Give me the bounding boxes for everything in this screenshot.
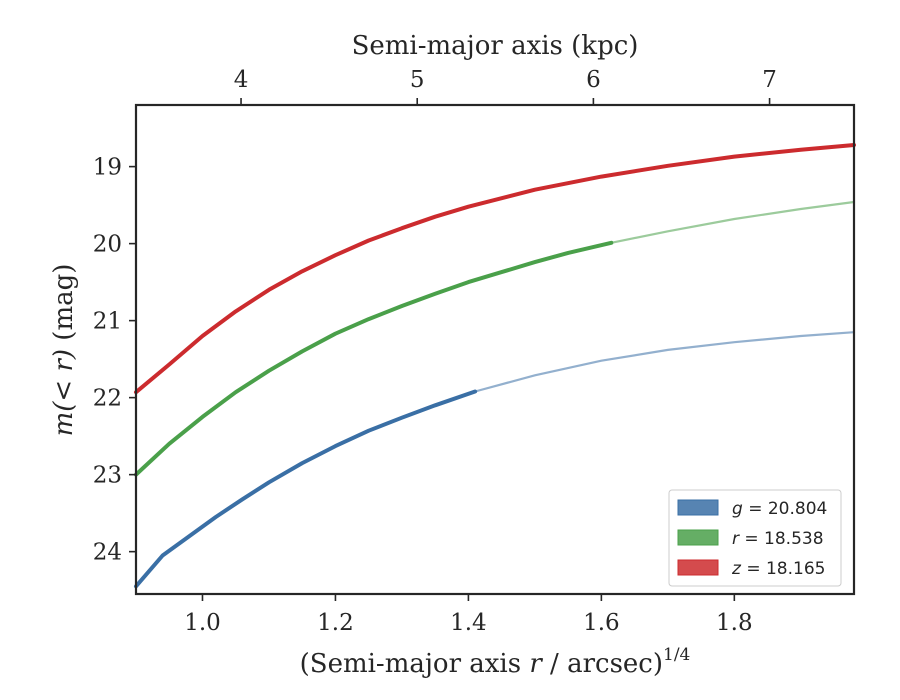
x-axis-title-sup: 1/4 — [663, 645, 690, 665]
x-axis-title: (Semi-major axis r / arcsec)1/4 — [300, 645, 691, 679]
x-axis-title-mid: / arcsec) — [542, 649, 663, 679]
y-axis-title-unit: (mag) — [49, 264, 79, 349]
x-tick-label: 1.2 — [317, 610, 354, 636]
x-axis-title-var: r — [529, 649, 543, 679]
plot-area — [134, 143, 856, 589]
legend-label-g: g = 20.804 — [732, 499, 827, 519]
axis-ticks: 1.0 1.2 1.4 1.6 1.8 19 20 21 22 23 24 4 5 6 7 — [93, 67, 777, 636]
y-tick-label: 22 — [93, 386, 122, 412]
x-tick-label: 1.6 — [583, 610, 620, 636]
top-x-tick-label: 4 — [234, 67, 249, 93]
legend-label-r: r = 18.538 — [732, 529, 824, 549]
y-axis-title: m(< r) (mag) — [49, 264, 79, 437]
plot-frame — [134, 103, 856, 596]
legend-swatch-g — [677, 499, 719, 516]
x-tick-label: 1.8 — [716, 610, 753, 636]
series-r-extrapolated-line — [610, 200, 856, 244]
top-x-tick-label: 6 — [586, 67, 601, 93]
top-x-axis-title: Semi-major axis (kpc) — [352, 31, 639, 61]
series-r-line — [134, 240, 614, 477]
y-tick-label: 21 — [93, 309, 122, 335]
legend: g = 20.804 r = 18.538 z = 18.165 — [668, 489, 842, 587]
y-tick-label: 20 — [93, 232, 122, 258]
y-tick-label: 23 — [93, 463, 122, 489]
series-g-line — [134, 389, 478, 589]
legend-label-z: z = 18.165 — [731, 559, 825, 579]
x-tick-label: 1.0 — [184, 610, 221, 636]
legend-swatch-r — [677, 529, 719, 546]
top-x-tick-label: 5 — [410, 67, 425, 93]
y-tick-label: 19 — [93, 155, 122, 181]
series-z-line — [134, 143, 856, 395]
x-tick-label: 1.4 — [450, 610, 487, 636]
series-g-extrapolated-line — [474, 331, 856, 393]
y-axis-title-math: m(< r) — [49, 349, 79, 436]
x-axis-title-pre: (Semi-major axis — [300, 649, 530, 679]
y-tick-label: 24 — [93, 540, 122, 566]
legend-swatch-z — [677, 559, 719, 576]
top-x-tick-label: 7 — [762, 67, 777, 93]
